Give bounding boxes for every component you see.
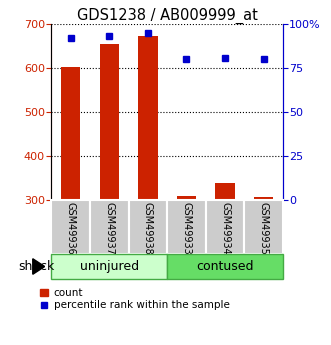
Bar: [100, 44, 119, 200]
Text: uninjured: uninjured: [80, 260, 139, 273]
Bar: [90, 200, 128, 254]
Text: GSM49936: GSM49936: [66, 202, 75, 255]
Text: GSM49935: GSM49935: [259, 202, 269, 255]
Bar: [177, 196, 196, 200]
Bar: [51, 200, 90, 254]
Bar: [128, 200, 167, 254]
Bar: [167, 200, 206, 254]
Bar: [51, 254, 167, 279]
Title: GDS1238 / AB009999_at: GDS1238 / AB009999_at: [77, 8, 258, 24]
Legend: count, percentile rank within the sample: count, percentile rank within the sample: [40, 288, 229, 310]
Bar: [244, 200, 283, 254]
Text: GSM49934: GSM49934: [220, 202, 230, 255]
Bar: [206, 200, 244, 254]
Text: GSM49938: GSM49938: [143, 202, 153, 255]
Bar: [61, 67, 80, 200]
Text: GSM49937: GSM49937: [104, 202, 114, 255]
Bar: [254, 197, 273, 200]
Text: contused: contused: [196, 260, 254, 273]
Polygon shape: [33, 259, 45, 274]
Bar: [215, 183, 235, 200]
Text: shock: shock: [18, 260, 55, 273]
Text: GSM49933: GSM49933: [181, 202, 191, 255]
Bar: [167, 254, 283, 279]
Bar: [138, 37, 158, 200]
